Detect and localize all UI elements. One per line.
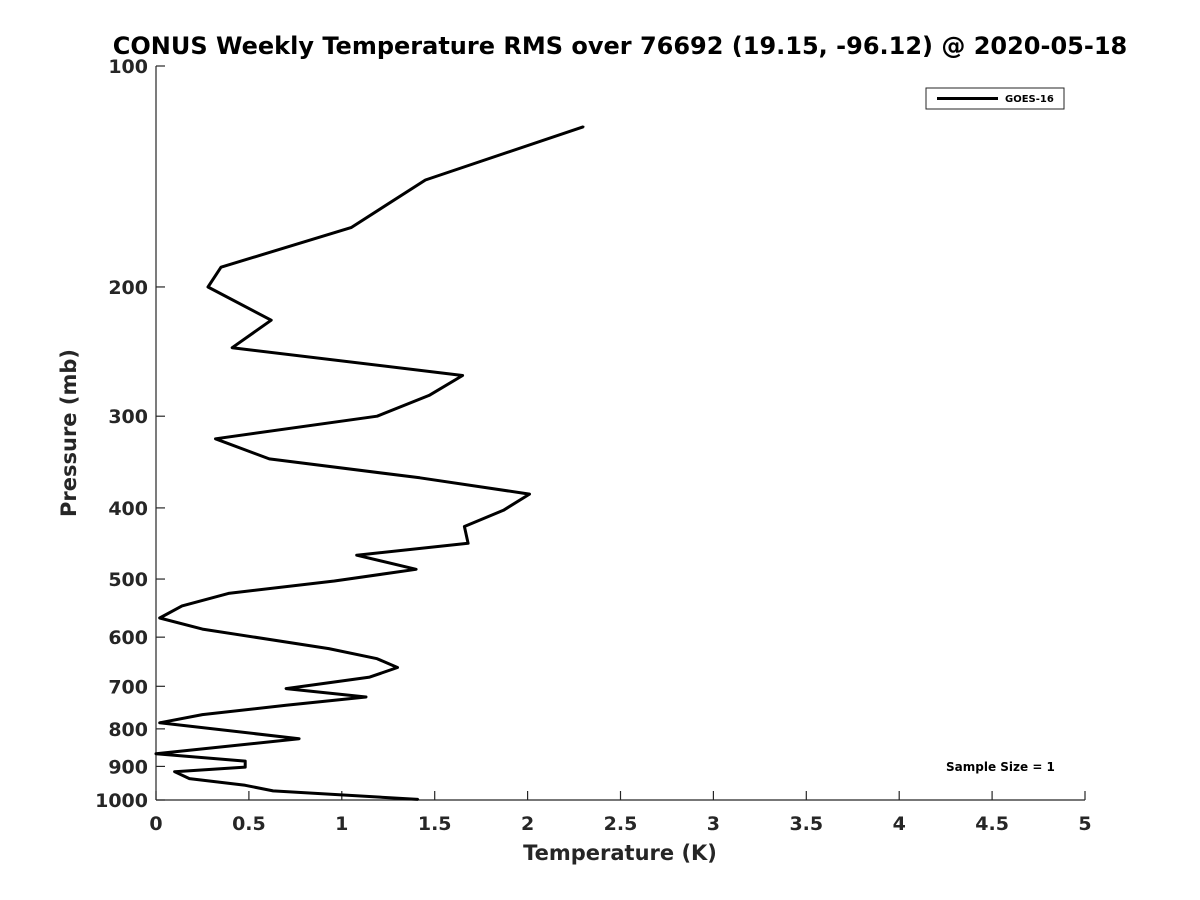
data-point: [269, 319, 273, 322]
data-point: [396, 666, 399, 669]
data-point: [416, 798, 420, 801]
y-tick-label: 1000: [95, 790, 148, 812]
x-tick-label: 5: [1078, 813, 1091, 835]
data-point: [201, 627, 204, 631]
data-point: [418, 476, 422, 480]
sample-size-annotation: Sample Size = 1: [946, 760, 1055, 774]
x-tick-label: 4: [893, 813, 906, 835]
data-point: [243, 784, 247, 787]
x-tick-label: 2.5: [604, 813, 638, 835]
data-point: [375, 415, 379, 418]
data-point: [268, 457, 271, 461]
data-point: [528, 492, 531, 496]
data-point: [243, 765, 247, 769]
y-tick-label: 800: [108, 719, 148, 741]
data-point: [219, 266, 223, 269]
x-axis-label: Temperature (K): [523, 841, 717, 865]
y-tick-label: 600: [108, 627, 148, 649]
x-tick-label: 1.5: [418, 813, 452, 835]
legend: GOES-16: [925, 87, 1065, 110]
data-point: [582, 125, 585, 128]
data-point: [424, 178, 427, 182]
data-point: [466, 542, 470, 545]
x-axis-ticks: 0 0.5 1 1.5 2 2.5 3 3.5 4 4.5 5: [149, 791, 1092, 835]
legend-label-goes-16: GOES-16: [1005, 94, 1054, 105]
y-tick-label: 100: [108, 56, 148, 78]
x-tick-label: 2: [521, 813, 534, 835]
x-tick-label: 3: [707, 813, 720, 835]
data-point: [463, 525, 466, 528]
data-point: [327, 647, 330, 650]
x-tick-label: 0.5: [232, 813, 266, 835]
data-point: [230, 346, 234, 349]
data-point: [201, 713, 204, 716]
y-tick-label: 200: [108, 277, 148, 299]
x-tick-label: 3.5: [789, 813, 823, 835]
data-point: [414, 568, 418, 571]
data-point: [227, 592, 230, 595]
y-tick-label: 400: [108, 498, 148, 520]
data-point: [333, 579, 336, 583]
data-point: [284, 704, 288, 707]
y-tick-label: 900: [108, 756, 148, 778]
y-tick-label: 500: [108, 569, 148, 591]
data-point: [158, 721, 161, 725]
data-point: [206, 285, 210, 289]
data-point: [368, 675, 371, 679]
chart-title: CONUS Weekly Temperature RMS over 76692 …: [113, 32, 1127, 60]
x-tick-label: 0: [149, 813, 162, 835]
data-point: [375, 657, 379, 660]
series-points: [154, 125, 585, 801]
data-point: [502, 509, 505, 512]
x-tick-label: 1: [335, 813, 348, 835]
y-tick-label: 300: [108, 406, 148, 428]
data-point: [158, 616, 161, 620]
data-point: [180, 604, 184, 608]
y-axis-ticks: 100 200 300 400 500 600 700 800 900 1000: [95, 56, 165, 812]
data-point: [349, 226, 353, 229]
data-point: [284, 687, 288, 690]
data-point: [271, 789, 275, 793]
data-point: [188, 777, 191, 780]
y-tick-label: 700: [108, 676, 148, 698]
data-point: [427, 394, 431, 397]
x-tick-label: 4.5: [975, 813, 1009, 835]
y-axis-label: Pressure (mb): [57, 349, 81, 517]
data-point: [355, 554, 358, 557]
series-line-goes-16: [154, 125, 584, 801]
data-point: [154, 752, 158, 755]
data-point: [364, 695, 368, 699]
data-point: [214, 437, 217, 440]
data-point: [461, 374, 464, 377]
data-point: [297, 737, 301, 740]
data-point: [173, 770, 176, 773]
data-point: [243, 759, 247, 763]
